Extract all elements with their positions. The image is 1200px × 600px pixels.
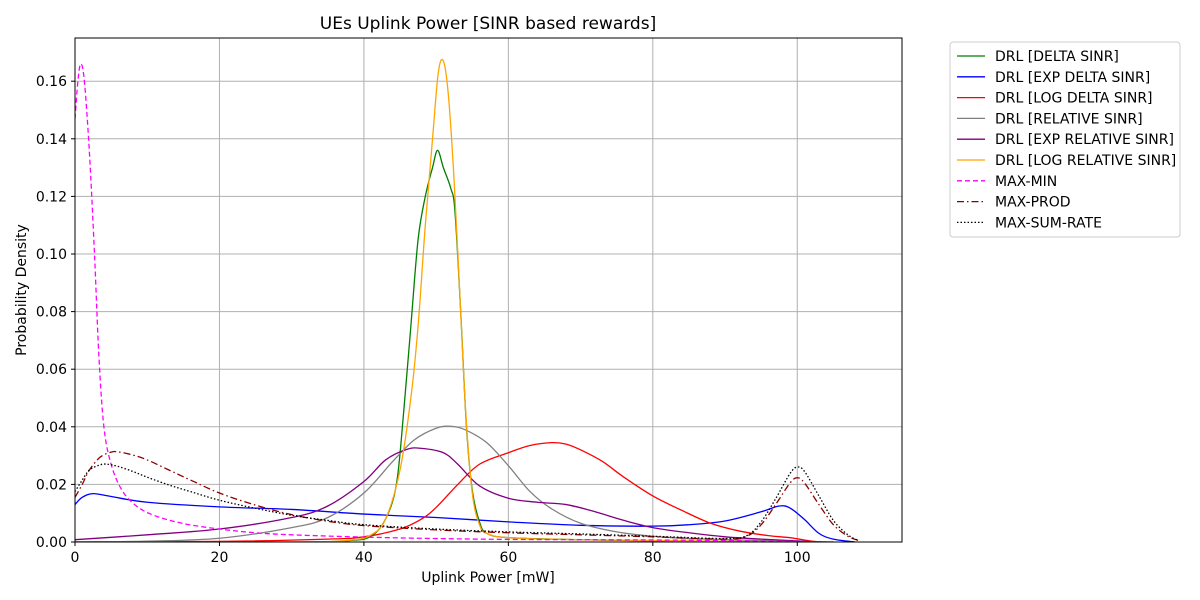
y-tick-label: 0.08	[36, 305, 67, 321]
legend-label-drl-relative-sinr: DRL [RELATIVE SINR]	[995, 111, 1143, 127]
y-tick-label: 0.06	[36, 362, 67, 378]
x-tick-label: 100	[784, 550, 811, 566]
series-line-drl-delta-sinr	[75, 149, 834, 542]
x-tick-label: 80	[644, 550, 662, 566]
y-tick-label: 0.02	[36, 477, 67, 493]
y-tick-label: 0.16	[36, 74, 67, 90]
axis-ticks: 0 20 40 60 80 100 0.00 0.02 0.04 0.06 0.08 0.10 0.12…	[36, 74, 811, 566]
legend: DRL [DELTA SINR] DRL [EXP DELTA SINR] DRL …	[949, 41, 1181, 238]
gridlines	[74, 38, 902, 543]
legend-label-max-sum-rate: MAX-SUM-RATE	[995, 215, 1102, 231]
series-line-drl-exp-delta-sinr	[75, 492, 856, 542]
y-tick-label: 0.00	[36, 535, 67, 551]
plot-frame	[74, 37, 903, 543]
legend-label-max-min: MAX-MIN	[995, 174, 1057, 190]
x-tick-label: 40	[355, 550, 373, 566]
x-tick-label: 0	[71, 550, 80, 566]
series-line-drl-log-relative-sinr	[75, 58, 834, 542]
x-tick-label: 60	[499, 550, 517, 566]
series-line-max-prod	[75, 450, 859, 542]
y-tick-label: 0.04	[36, 420, 67, 436]
y-tick-label: 0.10	[36, 247, 67, 263]
series-lines	[75, 58, 859, 542]
legend-label-drl-delta-sinr: DRL [DELTA SINR]	[995, 49, 1119, 65]
chart-title: UEs Uplink Power [SINR based rewards]	[320, 14, 656, 34]
y-tick-label: 0.12	[36, 189, 67, 205]
series-line-max-min	[75, 63, 827, 542]
x-axis-label: Uplink Power [mW]	[421, 570, 555, 586]
legend-label-drl-log-delta-sinr: DRL [LOG DELTA SINR]	[995, 91, 1153, 107]
series-line-drl-relative-sinr	[75, 425, 834, 542]
y-tick-label: 0.14	[36, 132, 67, 148]
legend-frame	[949, 41, 1181, 238]
legend-label-drl-log-relative-sinr: DRL [LOG RELATIVE SINR]	[995, 153, 1176, 169]
series-line-drl-exp-relative-sinr	[75, 447, 819, 542]
x-tick-label: 20	[211, 550, 229, 566]
legend-label-max-prod: MAX-PROD	[995, 195, 1071, 211]
legend-label-drl-exp-relative-sinr: DRL [EXP RELATIVE SINR]	[995, 132, 1174, 148]
y-axis-label: Probability Density	[14, 224, 30, 356]
legend-label-drl-exp-delta-sinr: DRL [EXP DELTA SINR]	[995, 70, 1150, 86]
series-line-max-sum-rate	[75, 463, 859, 542]
